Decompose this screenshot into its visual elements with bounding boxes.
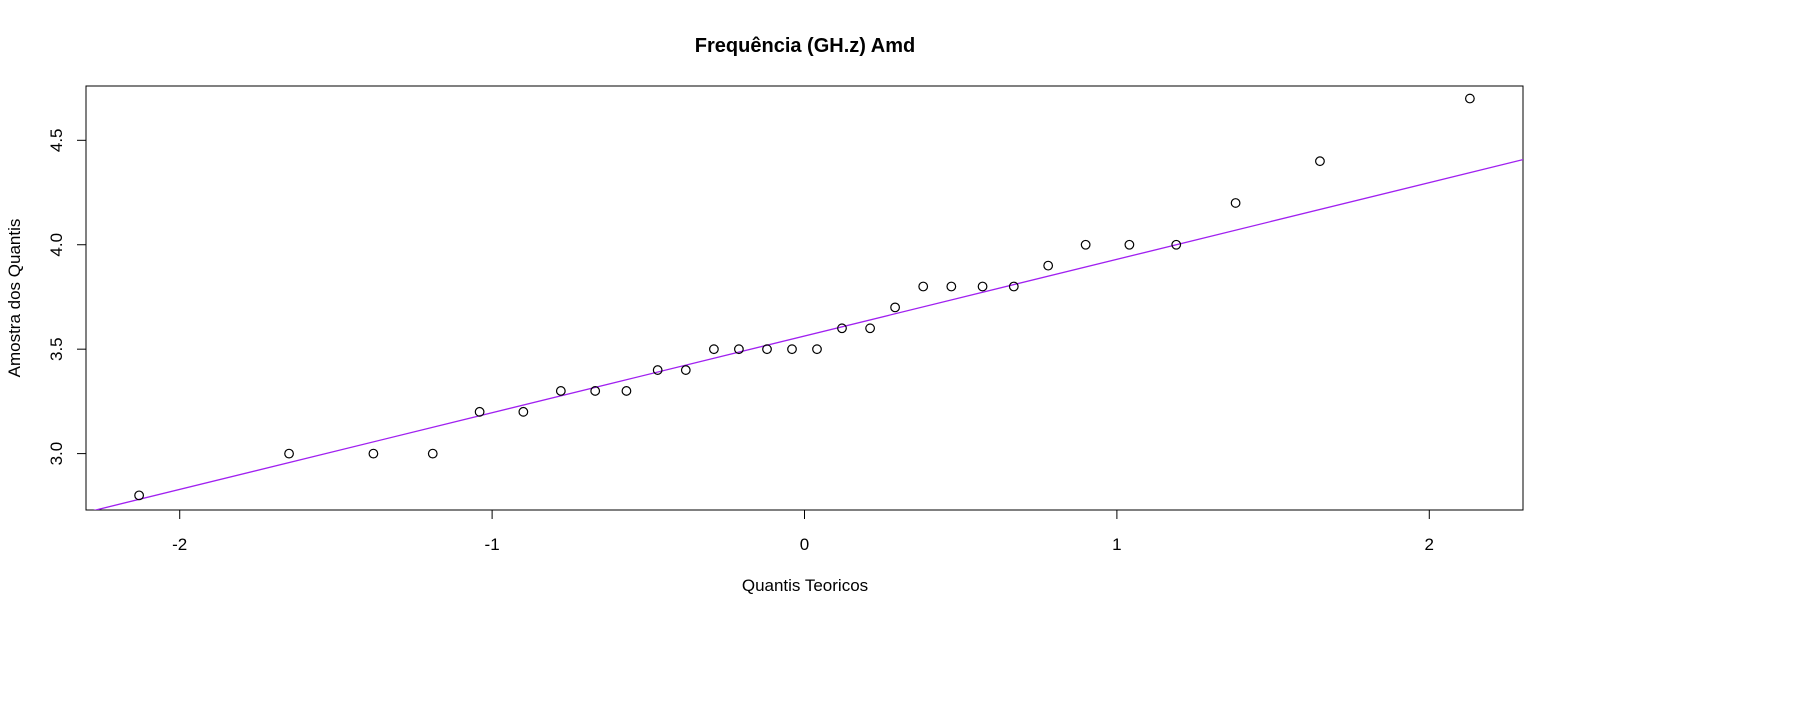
data-point (865, 323, 876, 334)
data-point (652, 365, 663, 375)
data-point (787, 344, 797, 355)
data-point (837, 323, 847, 334)
data-point (474, 406, 485, 417)
data-point (1230, 198, 1241, 208)
y-tick-label: 4.5 (47, 128, 66, 152)
chart-title: Frequência (GH.z) Amd (695, 35, 915, 57)
data-point (890, 302, 900, 313)
y-tick-label: 3.5 (47, 337, 66, 361)
data-point (590, 386, 601, 396)
x-axis-label: Quantis Teoricos (742, 576, 868, 595)
data-point (284, 448, 294, 459)
x-tick-label: 0 (800, 535, 809, 554)
y-tick-label: 4.0 (47, 233, 66, 257)
data-point (621, 386, 632, 396)
data-point (555, 386, 566, 396)
x-tick-label: 1 (1112, 535, 1121, 554)
y-axis: 3.0 3.5 4.0 4.5 (47, 128, 87, 466)
y-tick-label: 3.0 (47, 442, 66, 466)
data-point (1008, 281, 1019, 292)
data-point (427, 448, 438, 459)
data-point (709, 344, 719, 355)
data-point (1464, 93, 1475, 104)
data-point (1043, 260, 1054, 271)
x-axis: -2 -1 0 1 2 (172, 509, 1434, 554)
data-point (977, 281, 988, 292)
data-point (518, 406, 529, 417)
data-point (134, 490, 145, 501)
data-point (1171, 239, 1182, 250)
x-tick-label: -2 (172, 535, 187, 554)
qq-reference-line (93, 158, 1523, 510)
data-point (918, 281, 929, 292)
data-point (368, 448, 379, 459)
plot-area (93, 93, 1523, 510)
data-point (1315, 156, 1325, 167)
data-point (762, 344, 772, 355)
data-point (946, 281, 957, 292)
y-axis-label: Amostra dos Quantis (5, 219, 24, 378)
data-point (733, 344, 744, 355)
x-tick-label: 2 (1425, 535, 1434, 554)
plot-frame (85, 85, 1524, 511)
data-point (680, 365, 691, 375)
x-tick-label: -1 (485, 535, 500, 554)
data-point (812, 344, 822, 355)
data-point (1124, 239, 1135, 250)
data-point (1080, 239, 1091, 250)
